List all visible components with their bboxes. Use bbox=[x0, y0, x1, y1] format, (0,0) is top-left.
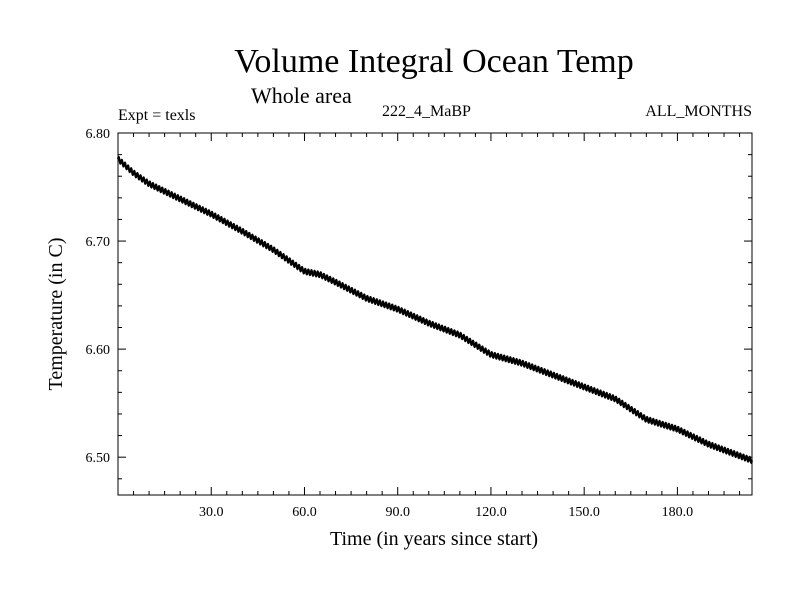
x-axis-label: Time (in years since start) bbox=[329, 528, 539, 550]
y-tick-label: 6.50 bbox=[86, 451, 111, 466]
months-label: ALL_MONTHS bbox=[645, 103, 752, 120]
plot-frame bbox=[117, 132, 753, 496]
case-label: 222_4_MaBP bbox=[382, 103, 471, 120]
y-tick-label: 6.80 bbox=[86, 127, 111, 142]
experiment-label: Expt = texls bbox=[118, 107, 196, 124]
x-tick-label: 180.0 bbox=[662, 505, 694, 520]
x-tick-label: 120.0 bbox=[475, 505, 507, 520]
x-tick-label: 90.0 bbox=[385, 505, 410, 520]
chart-title: Volume Integral Ocean Temp bbox=[234, 43, 634, 80]
series-group bbox=[117, 155, 753, 464]
series-line bbox=[117, 155, 753, 464]
y-tick-label: 6.60 bbox=[86, 343, 111, 358]
y-tick-label: 6.70 bbox=[86, 235, 111, 250]
x-tick-label: 60.0 bbox=[292, 505, 317, 520]
x-tick-label: 30.0 bbox=[199, 505, 224, 520]
axis-ticks: 30.0 60.0 90.0 120.0 150.0 180.0 6.50 6.60 6.70 6… bbox=[86, 127, 752, 520]
chart-subtitle: Whole area bbox=[251, 83, 352, 108]
x-tick-label: 150.0 bbox=[568, 505, 600, 520]
